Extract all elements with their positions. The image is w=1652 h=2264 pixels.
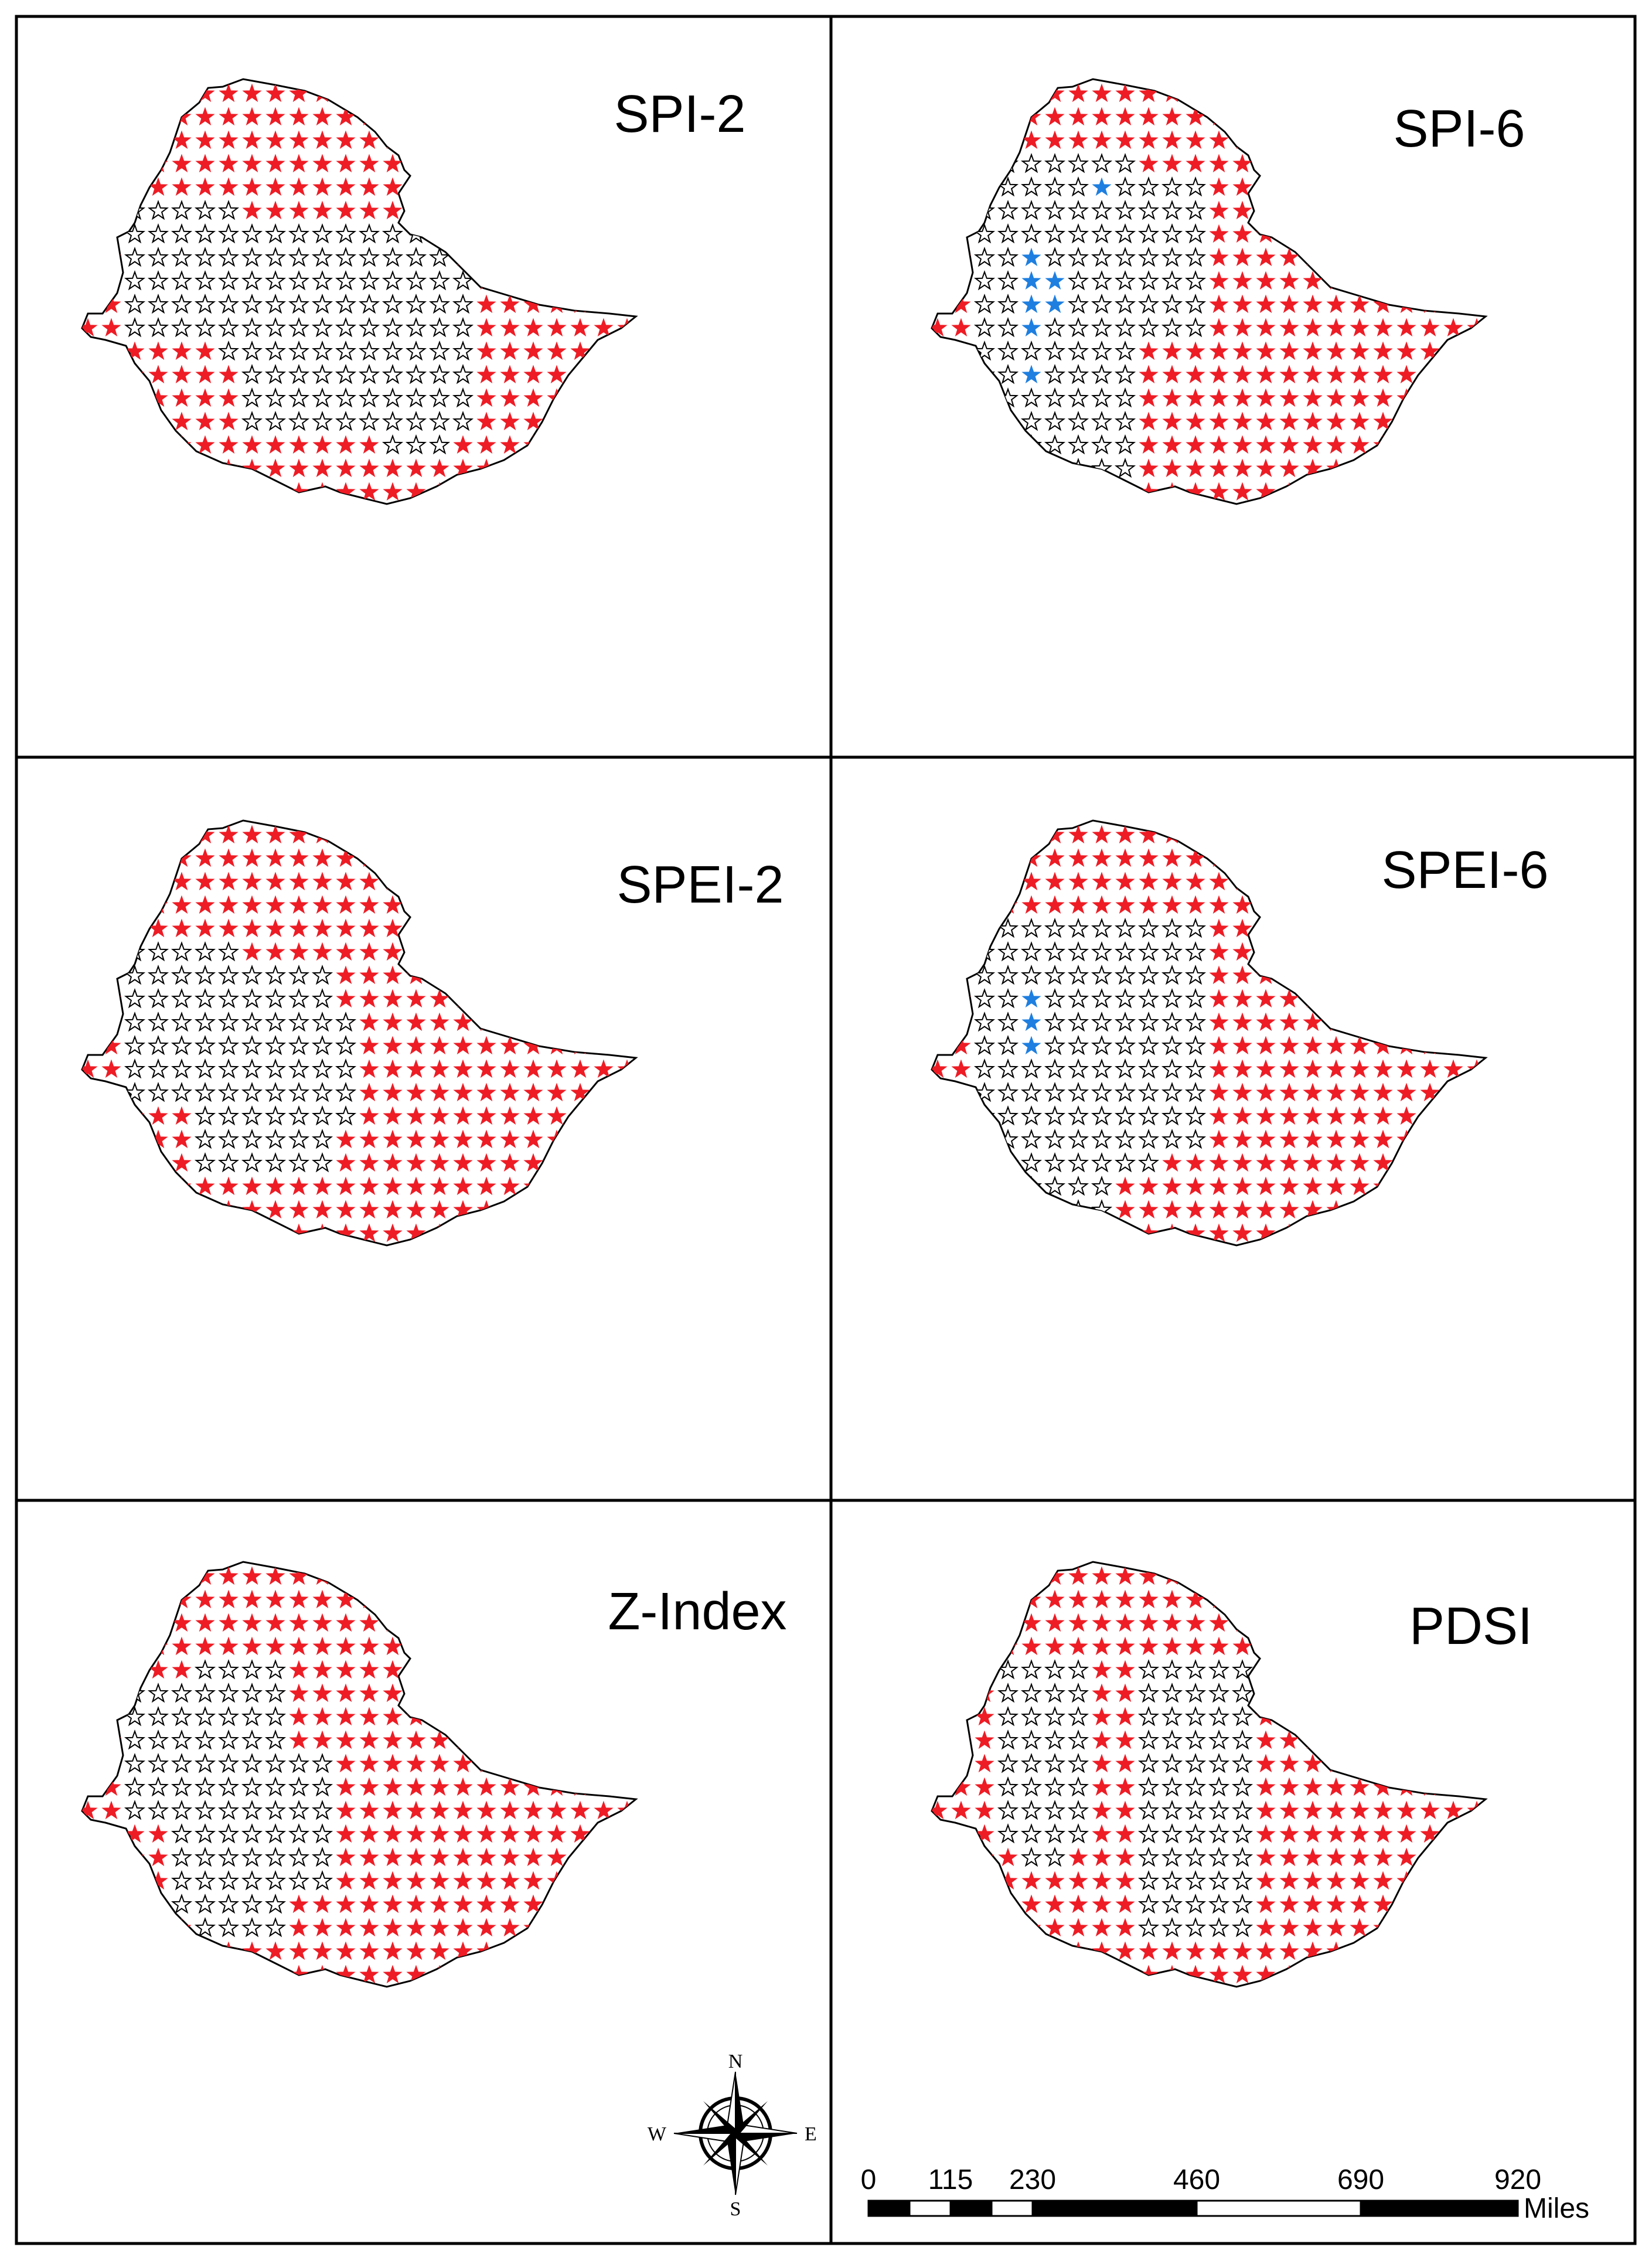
- map-panel-spei6: SPEI-6: [931, 819, 1549, 1247]
- scale-bar: 0 115 230 460 690 920 Miles: [861, 2164, 1589, 2224]
- compass-n-label: N: [728, 2051, 743, 2072]
- scale-segment-4: [990, 2200, 1034, 2217]
- scale-tick-690: 690: [1337, 2164, 1384, 2195]
- scale-segment-6: [1195, 2200, 1362, 2217]
- compass-needle-north: [735, 2072, 744, 2133]
- panel-title-spei6: SPEI-6: [1381, 841, 1548, 900]
- panel-title-spi2: SPI-2: [614, 85, 745, 144]
- compass-needle-south: [727, 2133, 735, 2195]
- scale-tick-0: 0: [861, 2164, 877, 2195]
- scale-tick-460: 460: [1173, 2164, 1220, 2195]
- compass-needle-east: [735, 2133, 797, 2142]
- scale-unit-label: Miles: [1524, 2193, 1589, 2224]
- compass-w-label: W: [648, 2123, 667, 2145]
- scale-segment-3: [949, 2200, 993, 2217]
- scale-tick-115: 115: [928, 2164, 973, 2195]
- panel-title-pdsi: PDSI: [1409, 1597, 1532, 1656]
- scale-segment-5: [1031, 2200, 1198, 2217]
- compass-e-label: E: [805, 2123, 817, 2145]
- compass-rose: N S E W: [648, 2051, 817, 2220]
- map-panel-spei2: SPEI-2: [81, 819, 784, 1247]
- compass-needle-diagonals: [703, 2101, 768, 2166]
- map-panel-spi2: SPI-2: [81, 78, 746, 505]
- map-panel-spi6: SPI-6: [931, 78, 1525, 505]
- compass-s-label: S: [730, 2198, 741, 2220]
- scale-segment-7: [1360, 2200, 1519, 2217]
- panel-title-spi6: SPI-6: [1393, 100, 1525, 158]
- compass-needle-west: [674, 2125, 735, 2133]
- scale-segment-1: [867, 2200, 911, 2217]
- panel-title-zindex: Z-Index: [608, 1582, 786, 1641]
- map-panel-zindex: Z-Index: [81, 1561, 787, 1988]
- scale-segment-2: [908, 2200, 952, 2217]
- scale-tick-920: 920: [1494, 2164, 1541, 2195]
- map-panel-pdsi: PDSI: [931, 1561, 1532, 1988]
- scale-tick-230: 230: [1009, 2164, 1056, 2195]
- panels-layer: SPI-2 SPI-6 SPEI-2 SPEI-6 Z-Index PDSI: [81, 78, 1549, 1988]
- panel-title-spei2: SPEI-2: [616, 856, 784, 914]
